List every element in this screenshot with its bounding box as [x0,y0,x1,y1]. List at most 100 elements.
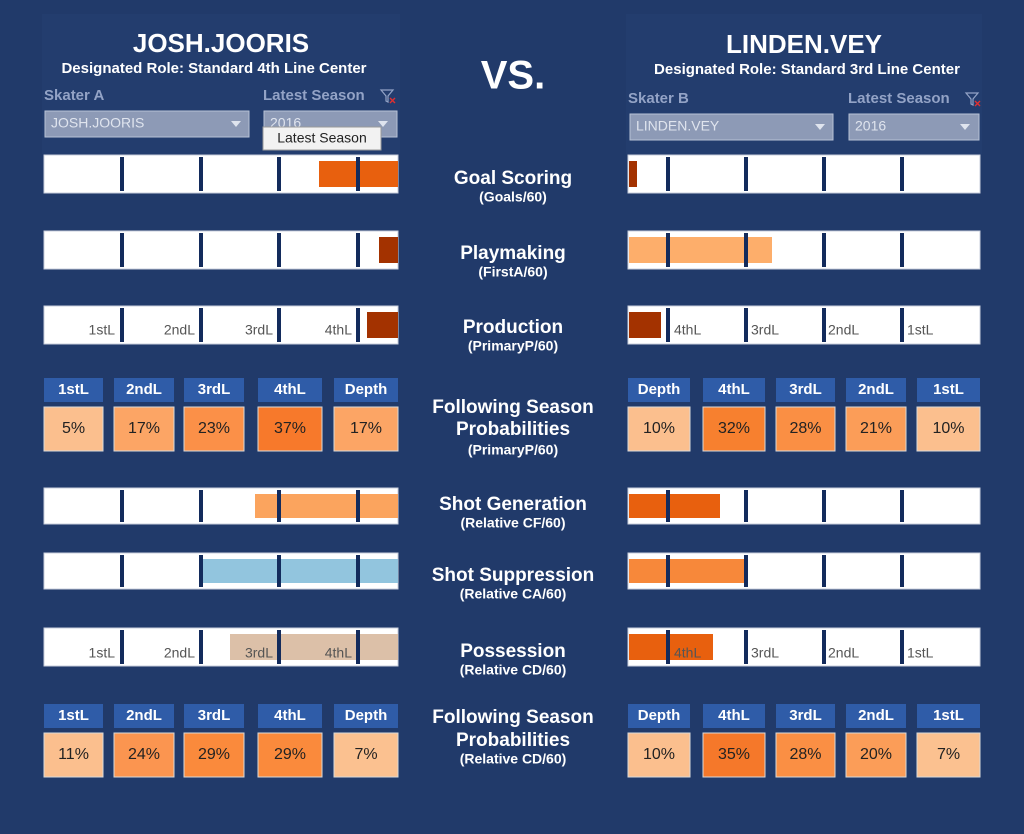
prob-header [628,704,690,728]
skater-dropdown[interactable] [629,113,834,141]
divider [666,308,670,342]
divider [822,630,826,664]
divider [744,555,748,587]
line-label: 3rdL [245,322,273,338]
prob-header [114,378,174,402]
prob-cell [627,732,691,778]
prob-header [334,378,398,402]
divider [277,555,281,587]
prob-header-text: 4thL [718,707,750,724]
metric-subtitle: (PrimaryP/60) [468,338,558,354]
divider [822,555,826,587]
divider [744,157,748,191]
tooltip-text: Latest Season [277,130,367,146]
metric-title: Shot Generation [439,494,587,515]
divider [356,490,360,522]
skater-b-name: LINDEN.VEY [726,29,882,59]
prob-cell [702,732,766,778]
divider [900,308,904,342]
prob-header-text: Depth [345,707,388,724]
prob-header-text: 1stL [58,707,89,724]
divider [120,308,124,342]
bar [629,312,661,338]
prob-cell [916,406,981,452]
line-label: 4thL [325,645,352,661]
prob-header-text: Depth [345,381,388,398]
skater-b-role: Designated Role: Standard 3rd Line Cente… [654,61,960,78]
season-dropdown[interactable] [848,113,980,141]
prob-header [917,704,980,728]
skater-a-name: JOSH.JOORIS [133,28,309,58]
metric-title: Possession [460,641,566,662]
line-label: 3rdL [751,322,779,338]
prob-cell [627,406,691,452]
prob-cell [43,406,104,452]
prob-cell-text: 17% [128,420,160,437]
prob-header-text: 3rdL [198,381,231,398]
divider [120,157,124,191]
divider [277,630,281,664]
prob-cell-text: 10% [643,746,675,763]
line-label: 4thL [674,645,701,661]
prob-cell-text: 37% [274,420,306,437]
prob-cell [775,732,836,778]
divider [199,233,203,267]
metric-title: Production [463,317,563,338]
prob-cell-text: 7% [937,746,960,763]
prob-header-text: 4thL [274,707,306,724]
prob-cell [702,406,766,452]
metric-title: Shot Suppression [432,565,595,586]
bar [629,237,772,263]
line-label: 1stL [907,322,934,338]
prob-header-text: 1stL [933,707,964,724]
divider [744,308,748,342]
prob-cell [43,732,104,778]
prob-cell-text: 29% [274,746,306,763]
divider [120,490,124,522]
season-label: Latest Season [848,90,950,107]
prob-header-text: 3rdL [789,707,822,724]
divider [744,630,748,664]
prob-cell [333,732,399,778]
divider [277,308,281,342]
prob-header [776,378,835,402]
filter-icon [964,92,980,106]
prob-header [44,378,103,402]
prob-cell-text: 10% [643,420,675,437]
filter-clear [389,97,396,104]
prob-header [846,378,906,402]
metric-title: Following Season [432,707,594,728]
dropdown-arrow [378,121,388,127]
prob-cell [916,732,981,778]
divider [277,233,281,267]
prob-header [184,704,244,728]
skater-dropdown[interactable] [44,110,250,138]
line-label: 1stL [89,322,116,338]
prob-header-text: Depth [638,381,681,398]
prob-header-text: 3rdL [789,381,822,398]
metric-subtitle: (PrimaryP/60) [468,442,558,458]
divider [822,233,826,267]
prob-header [184,378,244,402]
filter-icon [379,89,395,103]
prob-cell-text: 28% [789,746,821,763]
prob-header-text: 2ndL [126,707,162,724]
bar [203,559,398,583]
prob-header-text: 3rdL [198,707,231,724]
metric-title: Goal Scoring [454,168,572,189]
prob-cell [257,406,323,452]
dropdown-arrow [815,124,825,130]
line-label: 2ndL [164,645,195,661]
metric-subtitle: (FirstA/60) [478,264,547,280]
bar [379,237,398,263]
line-label: 2ndL [828,645,859,661]
prob-header [258,378,322,402]
divider [666,490,670,522]
metric-title: Playmaking [460,243,566,264]
prob-cell-text: 21% [860,420,892,437]
divider [666,157,670,191]
prob-header [846,704,906,728]
strip [43,230,399,270]
